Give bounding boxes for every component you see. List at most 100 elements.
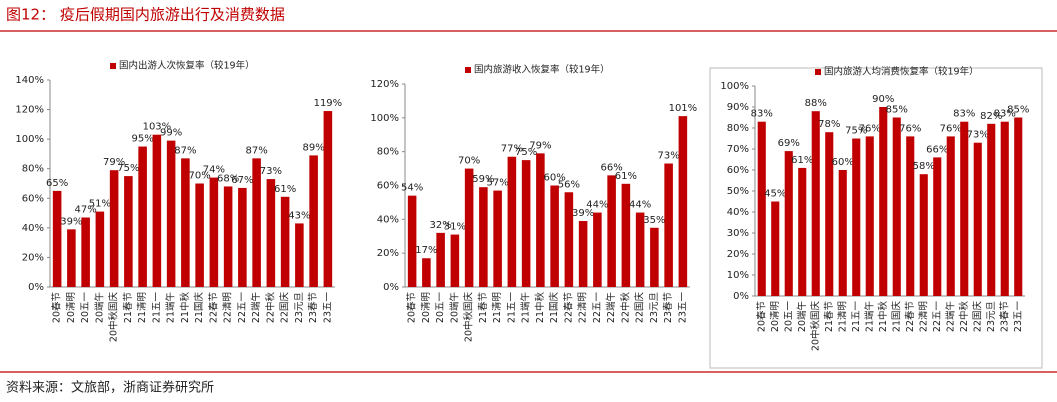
bar (892, 117, 901, 296)
bar (593, 212, 602, 287)
bar (479, 187, 488, 287)
data-label: 75% (515, 147, 537, 158)
data-label: 70% (189, 171, 211, 182)
data-label: 78% (818, 119, 840, 130)
y-tick-label: 0% (28, 282, 44, 293)
data-label: 69% (778, 138, 800, 149)
bar (109, 170, 119, 287)
x-tick-label: 23春节 (662, 292, 674, 323)
y-tick-label: 20% (22, 252, 44, 263)
y-tick-label: 40% (727, 207, 749, 218)
y-tick-label: 80% (22, 164, 44, 175)
y-tick-label: 30% (727, 228, 749, 239)
x-tick-label: 23元旦 (986, 301, 997, 332)
x-tick-label: 22中秋 (958, 301, 970, 333)
data-label: 47% (75, 205, 97, 216)
bar (181, 158, 190, 287)
x-tick-label: 23元旦 (294, 292, 305, 323)
data-label: 59% (472, 174, 494, 185)
x-tick-label: 23五一 (1013, 301, 1024, 333)
bar (825, 132, 834, 296)
data-label: 74% (203, 165, 225, 176)
x-tick-label: 22端午 (605, 292, 617, 323)
x-tick-label: 20春节 (51, 292, 63, 323)
data-label: 31% (444, 222, 466, 233)
legend-label: 国内出游人次恢复率（较19年） (119, 60, 255, 72)
data-label: 83% (751, 109, 773, 120)
x-tick-label: 21国庆 (890, 301, 902, 333)
x-tick-label: 20中秋国庆 (809, 301, 821, 352)
bar (323, 111, 333, 287)
x-tick-label: 21清明 (136, 292, 148, 323)
data-label: 68% (217, 173, 239, 184)
bar (635, 212, 645, 287)
x-tick-label: 21端午 (520, 292, 532, 323)
bar (52, 190, 62, 287)
y-tick-label: 100% (370, 113, 399, 124)
x-tick-label: 22春节 (562, 292, 574, 323)
x-tick-label: 22春节 (904, 301, 916, 332)
data-label: 79% (529, 140, 551, 151)
data-label: 76% (899, 123, 921, 134)
data-label: 87% (246, 145, 268, 156)
data-label: 95% (132, 134, 154, 145)
x-tick-label: 20五一 (80, 292, 91, 324)
bar (621, 183, 631, 287)
data-label: 73% (658, 151, 680, 162)
x-tick-label: 21中秋 (877, 301, 889, 333)
x-tick-label: 21中秋 (534, 292, 546, 324)
bar (578, 221, 588, 287)
y-tick-label: 80% (377, 147, 399, 158)
data-label: 89% (303, 142, 325, 153)
y-tick-label: 60% (727, 165, 749, 176)
x-tick-label: 21清明 (836, 301, 848, 332)
data-label: 61% (791, 155, 813, 166)
chart-border (709, 67, 1043, 369)
x-tick-label: 21春节 (823, 301, 835, 332)
bar (195, 183, 204, 287)
data-label: 88% (805, 98, 827, 109)
bar (865, 136, 874, 296)
bar (266, 179, 276, 287)
data-label: 87% (174, 145, 196, 156)
x-tick-label: 21端午 (165, 292, 177, 323)
bar (550, 185, 559, 287)
x-tick-label: 20清明 (769, 301, 781, 332)
x-tick-label: 21春节 (477, 292, 489, 323)
y-tick-label: 60% (377, 181, 399, 192)
data-label: 44% (586, 200, 608, 211)
bar (678, 116, 688, 288)
x-tick-label: 22国庆 (279, 292, 291, 324)
data-label: 60% (832, 157, 854, 168)
data-label: 61% (274, 184, 296, 195)
x-tick-label: 21春节 (122, 292, 134, 323)
bar (757, 121, 766, 296)
x-tick-label: 20春节 (755, 301, 767, 332)
bar (436, 232, 445, 287)
x-tick-label: 21五一 (506, 292, 517, 324)
x-tick-label: 20中秋国庆 (463, 292, 475, 343)
bar (933, 157, 942, 296)
x-tick-label: 22五一 (932, 301, 943, 333)
bar (223, 186, 233, 287)
data-label: 101% (669, 103, 698, 114)
bar (607, 175, 616, 287)
x-tick-label: 21端午 (863, 301, 875, 332)
x-tick-label: 20清明 (65, 292, 77, 323)
data-label: 76% (940, 123, 962, 134)
data-label: 76% (859, 123, 881, 134)
data-label: 56% (558, 179, 580, 190)
data-label: 44% (629, 200, 651, 211)
x-tick-label: 22五一 (237, 292, 248, 324)
data-label: 39% (572, 208, 594, 219)
bar (811, 111, 820, 296)
bar (1000, 121, 1009, 296)
x-tick-label: 20端午 (93, 292, 105, 323)
data-label: 83% (953, 109, 975, 120)
y-tick-label: 20% (377, 248, 399, 259)
x-tick-label: 20端午 (448, 292, 460, 323)
data-label: 66% (926, 144, 948, 155)
y-tick-label: 40% (22, 223, 44, 234)
data-label: 35% (643, 215, 665, 226)
bar (252, 158, 261, 287)
